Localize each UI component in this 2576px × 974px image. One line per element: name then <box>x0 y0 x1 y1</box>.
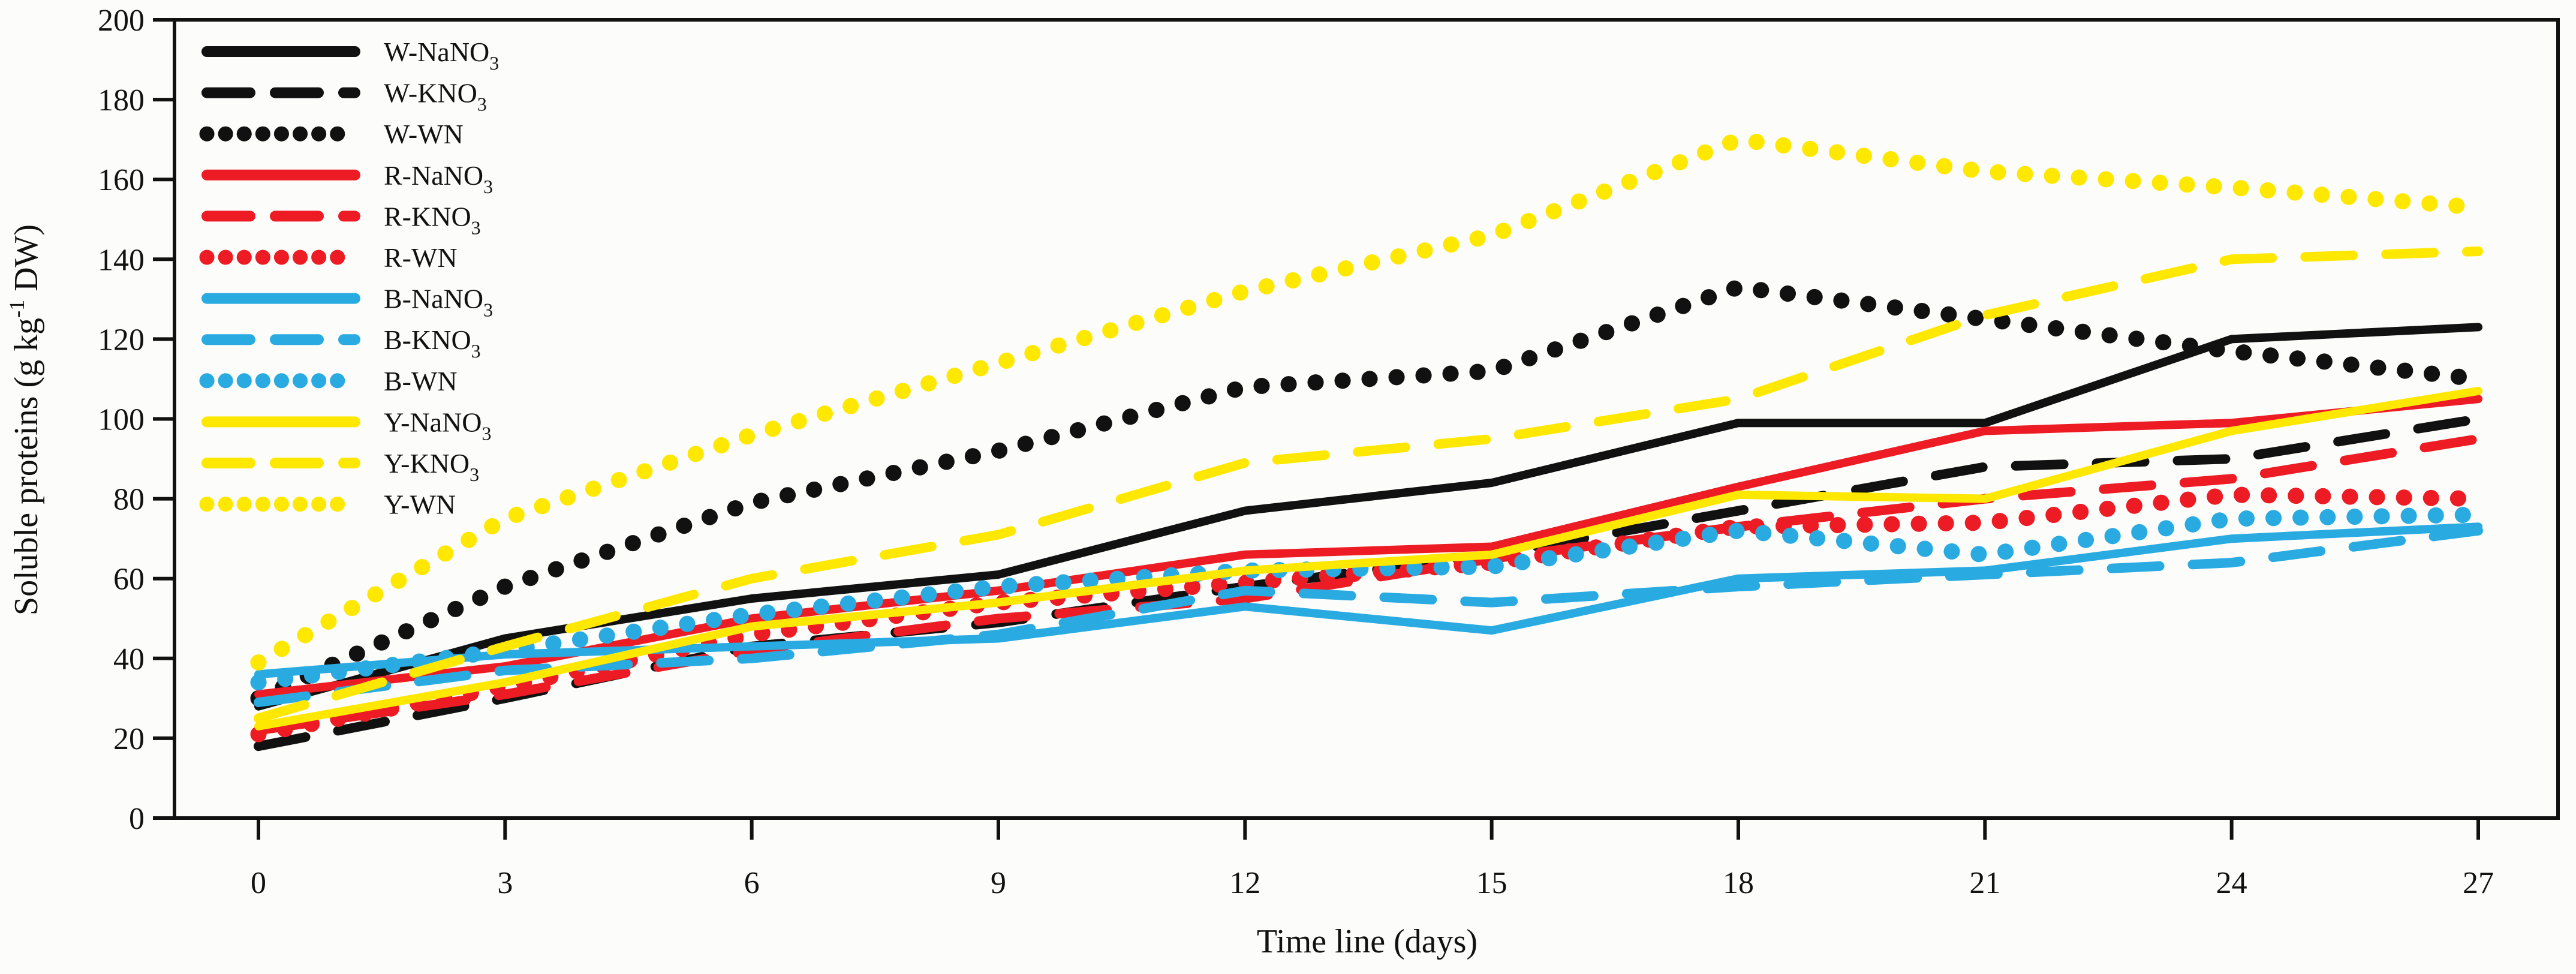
series-line-R-KNO3 <box>254 434 2483 735</box>
data-series <box>250 131 2487 751</box>
legend-label: W-WN <box>384 119 464 149</box>
series-line-R-NaNO3 <box>254 395 2482 699</box>
y-tick-label: 40 <box>113 642 145 677</box>
legend-item-W-NaNO3: W-NaNO3 <box>201 37 499 74</box>
legend-item-W-WN: W-WN <box>199 119 464 149</box>
series-line-W-KNO3 <box>254 414 2483 751</box>
legend-label: R-KNO3 <box>384 201 481 238</box>
y-tick-label: 200 <box>98 4 145 38</box>
x-tick-label: 21 <box>1969 866 2000 900</box>
y-axis-title: Soluble proteins (g kg-1 DW) <box>5 224 45 615</box>
y-tick-label: 180 <box>98 83 145 118</box>
legend-label: W-KNO3 <box>384 78 487 115</box>
legend-item-B-KNO3: B-KNO3 <box>201 324 481 362</box>
legend-label: Y-WN <box>384 489 456 520</box>
x-tick-label: 9 <box>991 866 1006 900</box>
legend-item-Y-WN: Y-WN <box>199 489 456 520</box>
y-tick-label: 100 <box>98 403 145 437</box>
legend-item-Y-KNO3: Y-KNO3 <box>201 448 479 485</box>
y-tick-label: 80 <box>113 483 145 517</box>
legend-label: R-NaNO3 <box>384 160 493 197</box>
series-line-Y-WN <box>250 131 2487 671</box>
legend-label: R-WN <box>384 242 458 273</box>
x-tick-label: 3 <box>497 866 513 900</box>
series-line-Y-KNO3 <box>254 246 2483 723</box>
x-tick-label: 18 <box>1723 866 1754 900</box>
series-line-W-WN <box>250 279 2487 707</box>
plot-frame <box>173 18 2560 820</box>
y-tick-label: 20 <box>113 722 145 756</box>
y-tick-label: 60 <box>113 563 145 597</box>
legend-item-W-KNO3: W-KNO3 <box>201 78 487 115</box>
legend-item-Y-NaNO3: Y-NaNO3 <box>201 407 492 444</box>
legend-label: W-NaNO3 <box>384 37 499 74</box>
y-tick-label: 0 <box>129 802 145 836</box>
y-tick-label: 140 <box>98 243 145 277</box>
legend-item-R-KNO3: R-KNO3 <box>201 201 481 238</box>
legend-label: Y-NaNO3 <box>384 407 492 444</box>
y-tick-label: 120 <box>98 323 145 357</box>
x-tick-label: 15 <box>1476 866 1507 900</box>
legend-item-R-WN: R-WN <box>199 242 458 273</box>
legend: W-NaNO3 W-KNO3 W-WN R-NaNO3 R-KNO3 R-WN B-NaNO… <box>199 37 499 520</box>
legend-item-B-NaNO3: B-NaNO3 <box>201 284 493 321</box>
legend-item-R-NaNO3: R-NaNO3 <box>201 160 493 197</box>
legend-label: B-WN <box>384 366 458 396</box>
series-line-B-WN <box>250 506 2487 691</box>
plot-border <box>173 18 2560 820</box>
legend-label: B-KNO3 <box>384 324 481 362</box>
legend-label: Y-KNO3 <box>384 448 479 485</box>
series-line-B-KNO3 <box>254 525 2483 707</box>
x-tick-label: 27 <box>2463 866 2494 900</box>
x-tick-label: 0 <box>251 866 266 900</box>
x-tick-label: 12 <box>1229 866 1260 900</box>
legend-label: B-NaNO3 <box>384 284 493 321</box>
legend-item-B-WN: B-WN <box>199 366 458 396</box>
series-line-Y-NaNO3 <box>254 386 2482 730</box>
series-line-W-NaNO3 <box>254 323 2482 711</box>
y-tick-label: 160 <box>98 163 145 197</box>
x-axis-title: Time line (days) <box>1257 923 1477 960</box>
x-tick-label: 24 <box>2216 866 2247 900</box>
x-tick-label: 6 <box>744 866 760 900</box>
axis-ticks: 0 20 40 60 80 100 120 140 160 180 200 0 3 6 9 12 15 18 21 2… <box>98 4 2494 900</box>
